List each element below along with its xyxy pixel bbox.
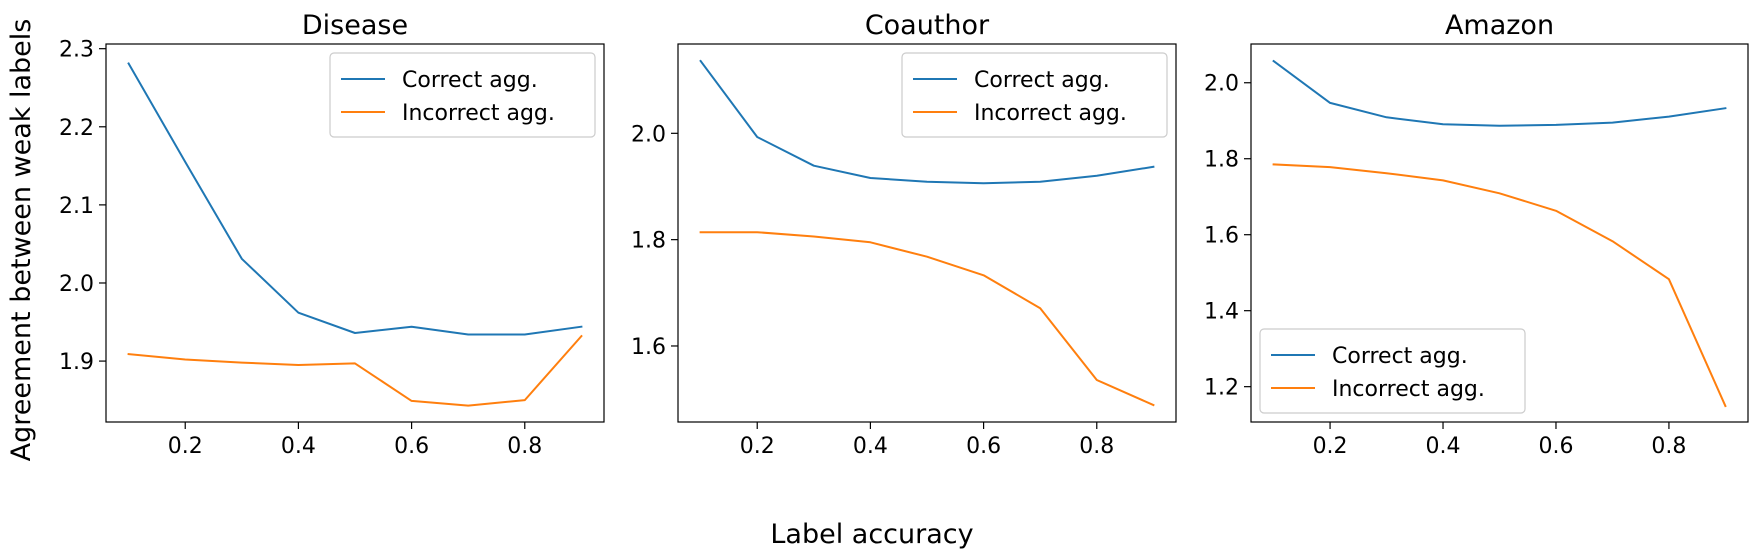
series-line-incorrect bbox=[699, 231, 1155, 407]
x-tick-label: 0.8 bbox=[507, 434, 542, 459]
y-tick-label: 2.3 bbox=[59, 38, 94, 63]
y-tick-label: 1.4 bbox=[1204, 300, 1239, 325]
y-tick-label: 1.8 bbox=[631, 229, 666, 254]
x-tick-label: 0.2 bbox=[168, 434, 203, 459]
panel-coauthor: Coauthor 0.2 0.4 0.6 0.8 1.6 1.8 2.0 Correct agg… bbox=[631, 10, 1177, 459]
series-line-correct bbox=[127, 62, 583, 336]
x-tick-label: 0.2 bbox=[740, 434, 775, 459]
x-tick-label: 0.6 bbox=[1538, 434, 1573, 459]
legend: Correct agg. Incorrect agg. bbox=[1259, 328, 1526, 414]
series-line-correct bbox=[1272, 59, 1727, 127]
legend: Correct agg. Incorrect agg. bbox=[901, 52, 1168, 138]
legend-box bbox=[1259, 328, 1526, 414]
x-tick-label: 0.4 bbox=[281, 434, 316, 459]
legend-box bbox=[329, 52, 596, 138]
x-tick-label: 0.8 bbox=[1079, 434, 1114, 459]
panel-disease: Disease 0.2 0.4 0.6 0.8 1.9 2.0 2.1 2.2 2.3 Correc… bbox=[59, 10, 605, 459]
legend: Correct agg. Incorrect agg. bbox=[329, 52, 596, 138]
figure-xlabel: Label accuracy bbox=[770, 519, 973, 550]
axes-frame bbox=[1250, 43, 1749, 423]
panel-amazon: Amazon 0.2 0.4 0.6 0.8 1.2 1.4 1.6 1.8 2.0 Correct… bbox=[1204, 10, 1749, 459]
legend-label: Correct agg. bbox=[402, 68, 538, 93]
x-tick-label: 0.8 bbox=[1651, 434, 1686, 459]
panel-title: Amazon bbox=[1445, 10, 1554, 41]
y-tick-label: 2.0 bbox=[59, 272, 94, 297]
y-tick-label: 1.8 bbox=[1204, 148, 1239, 173]
legend-label: Incorrect agg. bbox=[402, 101, 555, 126]
legend-label: Correct agg. bbox=[974, 68, 1110, 93]
figure-ylabel: Agreement between weak labels bbox=[6, 19, 37, 462]
x-tick-label: 0.2 bbox=[1313, 434, 1348, 459]
y-tick-label: 2.2 bbox=[59, 116, 94, 141]
x-tick-label: 0.6 bbox=[394, 434, 429, 459]
legend-label: Incorrect agg. bbox=[974, 101, 1127, 126]
axes-frame bbox=[105, 43, 605, 423]
panel-title: Coauthor bbox=[865, 10, 990, 41]
y-tick-label: 1.2 bbox=[1204, 376, 1239, 401]
x-tick-label: 0.4 bbox=[853, 434, 888, 459]
series-line-incorrect bbox=[127, 334, 583, 407]
y-tick-label: 2.1 bbox=[59, 194, 94, 219]
legend-label: Correct agg. bbox=[1332, 344, 1468, 369]
y-tick-label: 1.6 bbox=[1204, 224, 1239, 249]
y-tick-label: 2.0 bbox=[1204, 72, 1239, 97]
axes-frame bbox=[677, 43, 1177, 423]
y-tick-label: 1.6 bbox=[631, 335, 666, 360]
legend-label: Incorrect agg. bbox=[1332, 377, 1485, 402]
x-tick-label: 0.6 bbox=[966, 434, 1001, 459]
y-tick-label: 2.0 bbox=[631, 122, 666, 147]
panels: Disease 0.2 0.4 0.6 0.8 1.9 2.0 2.1 2.2 2.3 Correc… bbox=[59, 10, 1749, 459]
panel-title: Disease bbox=[302, 10, 408, 41]
legend-box bbox=[901, 52, 1168, 138]
series-line-incorrect bbox=[1272, 163, 1727, 408]
series-line-correct bbox=[699, 59, 1155, 185]
x-tick-label: 0.4 bbox=[1426, 434, 1461, 459]
y-tick-label: 1.9 bbox=[59, 350, 94, 375]
